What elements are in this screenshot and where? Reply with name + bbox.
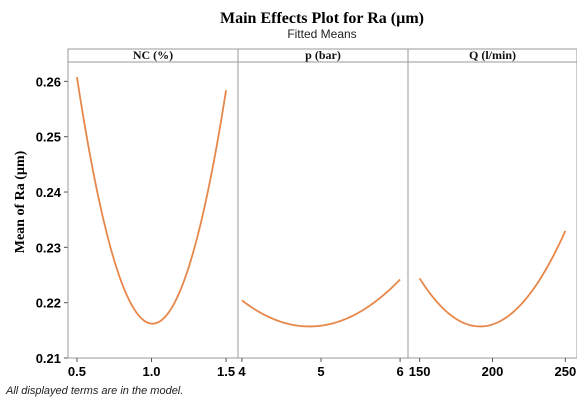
x-tick-label: 150: [409, 364, 431, 379]
x-tick-label: 5: [317, 364, 324, 379]
panel-frame: [237, 61, 409, 359]
y-tick-label: 0.23: [36, 240, 61, 255]
x-tick-label: 0.5: [68, 364, 86, 379]
panel-frame: [67, 61, 239, 359]
footnote: All displayed terms are in the model.: [5, 385, 183, 397]
y-axis-ticks: 0.21 0.22 0.23 0.24 0.25 0.26: [36, 74, 68, 366]
chart-subtitle: Fitted Means: [287, 27, 356, 41]
panel-1: p (bar) 4 5 6: [237, 48, 409, 379]
fitted-mean-line: [418, 230, 567, 328]
panel-label: NC (%): [133, 48, 173, 62]
panels: NC (%) 0.5 1.0 1.5 p (bar) 4 5 6 Q (l/min) 150 200…: [67, 48, 577, 379]
x-tick-label: 200: [482, 364, 504, 379]
panel-frame: [407, 61, 577, 359]
y-tick-label: 0.25: [36, 130, 61, 145]
panel-2: Q (l/min) 150 200 250: [407, 48, 577, 379]
x-tick-label: 1.0: [142, 364, 160, 379]
y-tick-label: 0.24: [36, 185, 62, 200]
panel-0: NC (%) 0.5 1.0 1.5: [67, 48, 239, 379]
x-tick-label: 250: [554, 364, 576, 379]
fitted-mean-line: [241, 278, 401, 328]
y-tick-label: 0.26: [36, 74, 61, 89]
y-tick-label: 0.22: [36, 296, 61, 311]
panel-label: Q (l/min): [469, 48, 516, 62]
panel-strip: [407, 48, 577, 63]
panel-label: p (bar): [305, 48, 341, 62]
x-tick-label: 4: [238, 364, 246, 379]
x-tick-label: 6: [396, 364, 403, 379]
chart-title: Main Effects Plot for Ra (µm): [220, 10, 424, 27]
y-tick-label: 0.21: [36, 351, 61, 366]
x-tick-label: 1.5: [217, 364, 235, 379]
fitted-mean-line: [76, 77, 227, 325]
y-axis-label: Mean of Ra (µm): [13, 150, 28, 253]
